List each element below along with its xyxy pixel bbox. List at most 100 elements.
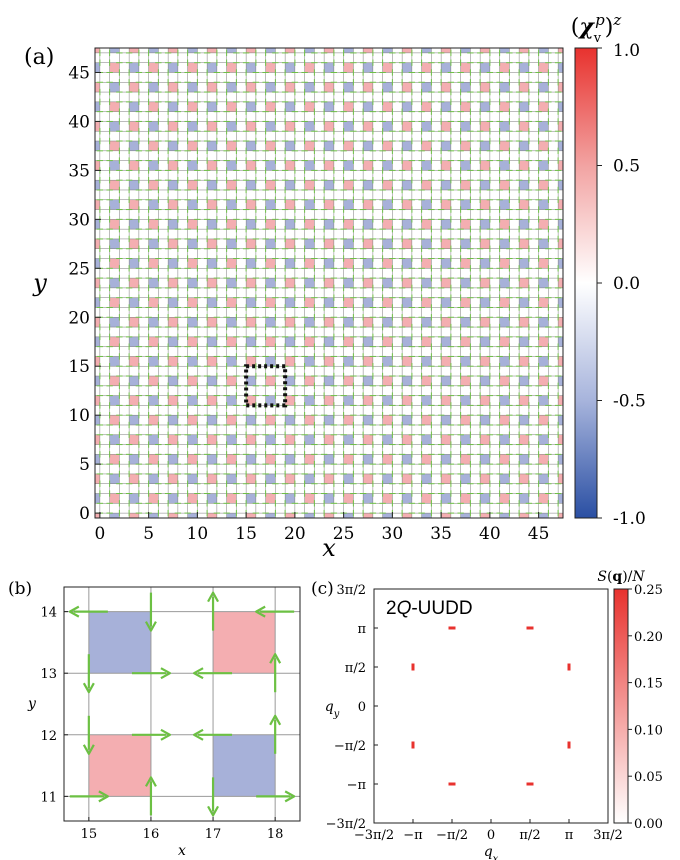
positive-plaquette	[246, 199, 256, 210]
negative-plaquette	[324, 454, 334, 465]
positive-plaquette	[265, 415, 276, 425]
negative-plaquette	[129, 62, 139, 73]
negative-plaquette	[343, 82, 354, 93]
negative-plaquette	[226, 356, 237, 367]
negative-plaquette	[246, 415, 256, 425]
negative-plaquette	[148, 121, 159, 132]
negative-plaquette	[480, 376, 490, 386]
positive-plaquette	[421, 180, 432, 190]
positive-plaquette	[382, 415, 393, 425]
positive-plaquette	[363, 121, 373, 132]
positive-plaquette	[402, 473, 412, 484]
negative-plaquette	[265, 278, 276, 288]
negative-plaquette	[402, 258, 412, 269]
negative-plaquette	[246, 454, 256, 465]
positive-plaquette	[363, 199, 373, 210]
negative-plaquette	[499, 513, 510, 518]
negative-plaquette	[246, 141, 256, 151]
positive-plaquette	[343, 415, 354, 425]
positive-plaquette	[343, 336, 354, 347]
positive-plaquette	[363, 238, 373, 249]
spin-arrow	[256, 790, 296, 803]
positive-plaquette	[499, 258, 510, 269]
negative-plaquette	[382, 48, 393, 53]
positive-plaquette	[402, 395, 412, 406]
positive-plaquette	[324, 473, 334, 484]
positive-plaquette	[95, 356, 100, 367]
panel-a-xlabel: x	[322, 534, 336, 562]
positive-plaquette	[304, 219, 315, 230]
positive-plaquette	[304, 336, 315, 347]
negative-plaquette	[285, 376, 295, 386]
y-tick-label: 5	[79, 455, 90, 475]
negative-plaquette	[499, 82, 510, 93]
negative-plaquette	[460, 317, 471, 328]
negative-plaquette	[519, 454, 529, 465]
positive-plaquette	[538, 258, 549, 269]
spin-arrow	[68, 605, 108, 618]
negative-plaquette	[148, 199, 159, 210]
spin-arrow	[82, 715, 95, 755]
negative-plaquette	[129, 415, 139, 425]
negative-plaquette	[226, 473, 237, 484]
positive-plaquette	[324, 513, 334, 518]
spin-arrow	[144, 776, 157, 816]
y-tick-label: 0	[358, 700, 366, 715]
negative-plaquette	[382, 317, 393, 328]
positive-plaquette	[207, 238, 217, 249]
panel-a-y-ticks: 0 5 10 15 20 25 30 35 40 45	[68, 63, 101, 524]
positive-plaquette	[324, 395, 334, 406]
panel-a-label: (a)	[24, 45, 54, 70]
x-tick-label: 35	[430, 524, 452, 544]
negative-plaquette	[265, 82, 276, 93]
positive-plaquette	[480, 513, 490, 518]
positive-plaquette	[421, 493, 432, 504]
negative-plaquette	[441, 62, 451, 73]
negative-plaquette	[343, 121, 354, 132]
negative-plaquette	[304, 121, 315, 132]
negative-plaquette	[480, 62, 490, 73]
negative-plaquette	[538, 160, 549, 171]
y-tick-label: π/2	[345, 661, 366, 676]
negative-plaquette	[382, 473, 393, 484]
negative-plaquette	[363, 297, 373, 308]
negative-plaquette	[382, 199, 393, 210]
negative-plaquette	[382, 434, 393, 445]
panel-c-colorbar: S(q)/N 0.25 0.20 0.15 0.10 0.05 0.00	[597, 569, 663, 832]
colorbar-tick-label: 0.00	[634, 817, 663, 832]
positive-plaquette	[129, 513, 139, 518]
negative-plaquette	[129, 336, 139, 347]
positive-plaquette	[285, 317, 295, 328]
positive-plaquette	[324, 356, 334, 367]
positive-plaquette	[421, 415, 432, 425]
positive-plaquette	[207, 513, 217, 518]
negative-plaquette	[304, 356, 315, 367]
positive-plaquette	[382, 219, 393, 230]
negative-plaquette	[109, 121, 120, 132]
negative-plaquette	[538, 199, 549, 210]
positive-plaquette	[129, 434, 139, 445]
positive-plaquette	[480, 48, 490, 53]
positive-plaquette	[265, 258, 276, 269]
negative-plaquette	[343, 160, 354, 171]
negative-plaquette	[499, 395, 510, 406]
positive-plaquette	[207, 395, 217, 406]
panel-c-peaks	[411, 626, 571, 786]
positive-plaquette	[109, 62, 120, 73]
negative-plaquette	[95, 297, 100, 308]
positive-plaquette	[324, 48, 334, 53]
spin-arrow	[144, 592, 157, 632]
negative-plaquette	[499, 121, 510, 132]
positive-plaquette	[129, 317, 139, 328]
negative-plaquette	[304, 473, 315, 484]
spin-arrow	[269, 714, 282, 754]
y-tick-label: 13	[40, 667, 57, 682]
positive-plaquette	[304, 297, 315, 308]
negative-plaquette	[129, 454, 139, 465]
negative-plaquette	[499, 356, 510, 367]
negative-plaquette	[460, 48, 471, 53]
positive-plaquette	[441, 238, 451, 249]
positive-plaquette	[363, 82, 373, 93]
negative-plaquette	[343, 513, 354, 518]
positive-plaquette	[538, 336, 549, 347]
